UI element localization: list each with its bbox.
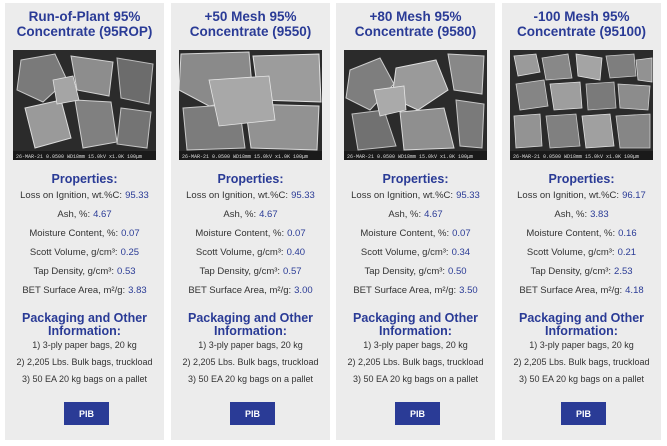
property-row: Ash, %: 4.67 [223,209,278,220]
product-title-line2: Concentrate (95100) [516,24,647,39]
packaging-item: 2) 2,205 Lbs. Bulk bags, truckload [513,357,650,367]
property-row: Tap Density, g/cm³: 0.53 [33,266,136,277]
packaging-item: 1) 3-ply paper bags, 20 kg [198,340,303,350]
product-title-line1: +50 Mesh 95% [204,9,297,24]
properties-heading: Properties: [382,172,449,186]
packaging-item: 1) 3-ply paper bags, 20 kg [363,340,468,350]
packaging-item: 3) 50 EA 20 kg bags on a pallet [21,374,148,384]
product-title: Run-of-Plant 95% Concentrate (95ROP) [5,9,164,39]
property-row: Moisture Content, %: 0.07 [29,228,140,239]
properties-heading: Properties: [217,172,284,186]
packaging-item: 2) 2,205 Lbs. Bulk bags, truckload [16,357,153,367]
packaging-item: 3) 50 EA 20 kg bags on a pallet [187,374,314,384]
properties-heading: Properties: [548,172,615,186]
micrograph-caption: 26-MAR-21 0.0500 WD18mm 15.0kV x1.0K 100… [182,154,308,160]
packaging-heading: Packaging and Other Information: [21,311,148,338]
property-row: Tap Density, g/cm³: 2.53 [530,266,633,277]
product-title-line2: Concentrate (95ROP) [16,24,153,39]
pib-button[interactable]: PIB [561,402,606,425]
property-row: Loss on Ignition, wt.%C: 95.33 [20,190,149,201]
property-row: Scott Volume, g/cm³: 0.34 [360,247,471,258]
property-row: Scott Volume, g/cm³: 0.40 [195,247,306,258]
property-row: Tap Density, g/cm³: 0.57 [199,266,302,277]
micrograph-caption: 26-MAR-21 0.0500 WD18mm 15.0kV x1.0K 100… [513,154,639,160]
property-row: Scott Volume, g/cm³: 0.25 [29,247,140,258]
property-row: Tap Density, g/cm³: 0.50 [364,266,467,277]
product-title-line1: -100 Mesh 95% [533,9,630,24]
property-row: Ash, %: 4.67 [388,209,443,220]
property-row: Ash, %: 3.83 [554,209,609,220]
property-row: BET Surface Area, m²/g: 3.50 [353,285,478,296]
packaging-item: 2) 2,205 Lbs. Bulk bags, truckload [182,357,319,367]
micrograph-caption: 26-MAR-21 0.0500 WD18mm 15.0kV x1.0K 100… [347,154,473,160]
graphite-sem-micrograph-icon: 26-MAR-21 0.0500 WD18mm 15.0kV x1.0K 100… [13,50,156,160]
product-title: +80 Mesh 95% Concentrate (9580) [336,9,495,39]
product-title-line1: Run-of-Plant 95% [28,9,141,24]
packaging-item: 1) 3-ply paper bags, 20 kg [32,340,137,350]
packaging-heading: Packaging and Other Information: [518,311,645,338]
micrograph-caption: 26-MAR-21 0.0500 WD18mm 15.0kV x1.0K 100… [16,154,142,160]
graphite-sem-micrograph-icon: 26-MAR-21 0.0500 WD18mm 15.0kV x1.0K 100… [344,50,487,160]
product-card-95rop: Run-of-Plant 95% Concentrate (95ROP) 26-… [5,3,164,440]
pib-button[interactable]: PIB [395,402,440,425]
property-row: BET Surface Area, m²/g: 3.83 [22,285,147,296]
product-title-line2: Concentrate (9580) [354,24,477,39]
packaging-item: 1) 3-ply paper bags, 20 kg [529,340,634,350]
graphite-sem-micrograph-icon: 26-MAR-21 0.0500 WD18mm 15.0kV x1.0K 100… [179,50,322,160]
packaging-item: 3) 50 EA 20 kg bags on a pallet [352,374,479,384]
property-row: Moisture Content, %: 0.16 [526,228,637,239]
property-row: Scott Volume, g/cm³: 0.21 [526,247,637,258]
property-row: Ash, %: 4.67 [57,209,112,220]
product-title-line2: Concentrate (9550) [189,24,312,39]
product-title: +50 Mesh 95% Concentrate (9550) [171,9,330,39]
product-card-9550: +50 Mesh 95% Concentrate (9550) 26-MAR-2… [171,3,330,440]
packaging-heading: Packaging and Other Information: [352,311,479,338]
graphite-sem-micrograph-icon: 26-MAR-21 0.0500 WD18mm 15.0kV x1.0K 100… [510,50,653,160]
property-row: Moisture Content, %: 0.07 [195,228,306,239]
property-row: BET Surface Area, m²/g: 3.00 [188,285,313,296]
product-card-9580: +80 Mesh 95% Concentrate (9580) 26-MAR-2… [336,3,495,440]
property-row: Moisture Content, %: 0.07 [360,228,471,239]
property-row: BET Surface Area, m²/g: 4.18 [519,285,644,296]
packaging-item: 3) 50 EA 20 kg bags on a pallet [518,374,645,384]
properties-heading: Properties: [51,172,118,186]
packaging-item: 2) 2,205 Lbs. Bulk bags, truckload [347,357,484,367]
pib-button[interactable]: PIB [230,402,275,425]
property-row: Loss on Ignition, wt.%C: 96.17 [517,190,646,201]
property-row: Loss on Ignition, wt.%C: 95.33 [351,190,480,201]
packaging-heading: Packaging and Other Information: [187,311,314,338]
product-card-95100: -100 Mesh 95% Concentrate (95100) [502,3,661,440]
property-row: Loss on Ignition, wt.%C: 95.33 [186,190,315,201]
product-title: -100 Mesh 95% Concentrate (95100) [502,9,661,39]
product-title-line1: +80 Mesh 95% [369,9,462,24]
pib-button[interactable]: PIB [64,402,109,425]
